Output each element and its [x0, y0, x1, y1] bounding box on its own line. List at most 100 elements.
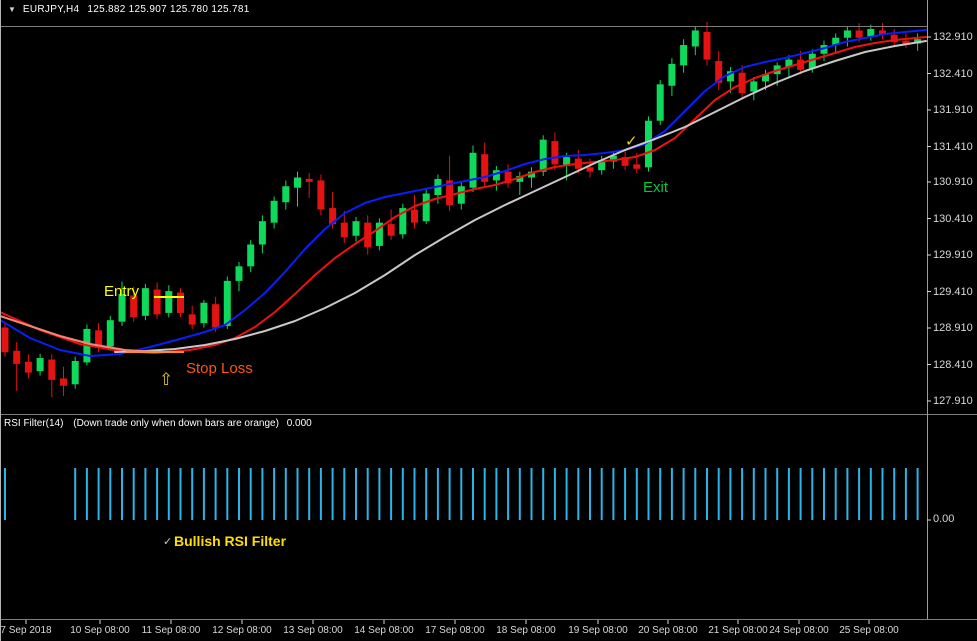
bull-candle-body — [750, 81, 758, 92]
time-axis-label: 11 Sep 08:00 — [141, 625, 201, 636]
bear-candle-body — [715, 61, 723, 83]
price-axis-label: 127.910 — [933, 395, 973, 407]
bull-candle-body — [820, 45, 828, 54]
bull-candle-body — [457, 186, 465, 204]
bear-candle-body — [633, 164, 641, 169]
bear-candle-body — [48, 359, 56, 380]
time-axis-label: 18 Sep 08:00 — [496, 625, 556, 636]
price-axis-label: 131.410 — [933, 140, 973, 153]
time-axis-label: 17 Sep 08:00 — [425, 625, 485, 636]
chart-symbol-timeframe: EURJPY,H4 — [22, 4, 80, 15]
bear-candle-body — [902, 40, 910, 46]
rsi-indicator-note: (Down trade only when down bars are oran… — [73, 418, 279, 429]
bull-candle-body — [516, 176, 524, 182]
bull-candle-body — [422, 193, 430, 222]
bear-candle-body — [60, 378, 67, 386]
bear-candle-body — [177, 292, 184, 313]
price-axis-label: 128.910 — [933, 322, 973, 334]
bull-candle-body — [539, 139, 547, 172]
bear-candle-body — [586, 167, 594, 172]
bear-candle-body — [446, 180, 454, 206]
time-axis-label: 24 Sep 08:00 — [769, 625, 829, 636]
price-axis-label: 132.910 — [933, 31, 973, 43]
bull-candle-body — [680, 45, 688, 66]
bull-candle-body — [375, 222, 383, 246]
bull-candle-body — [609, 155, 617, 162]
time-axis-label: 19 Sep 08:00 — [568, 625, 628, 636]
bear-candle-body — [24, 361, 32, 373]
bull-candle-body — [668, 63, 676, 86]
bull-candle-body — [762, 74, 769, 82]
symbol-dropdown-icon[interactable]: ▼ — [8, 5, 16, 14]
bull-candle-body — [598, 160, 606, 171]
exit-check-icon[interactable]: ✓ — [625, 133, 638, 150]
bull-candle-body — [235, 266, 243, 281]
bull-candle-body — [867, 28, 875, 37]
bear-candle-body — [1, 327, 9, 353]
chart-title-bar: ▼ EURJPY,H4 125.882 125.907 125.780 125.… — [0, 0, 977, 26]
bear-candle-body — [153, 289, 161, 315]
bear-candle-body — [481, 154, 489, 182]
bull-candle-body — [258, 221, 266, 245]
bear-candle-body — [212, 304, 220, 328]
bull-candle-body — [832, 37, 840, 46]
bull-candle-body — [165, 291, 173, 313]
bear-candle-body — [130, 295, 138, 318]
bear-candle-body — [188, 314, 196, 325]
chart-ohlc-values: 125.882 125.907 125.780 125.781 — [87, 4, 250, 15]
bull-candle-body — [200, 302, 208, 324]
bull-candle-body — [36, 358, 44, 372]
rsi-indicator-value: 0.000 — [286, 418, 312, 429]
exit-label[interactable]: Exit — [643, 179, 669, 196]
price-axis-label: 131.910 — [933, 104, 973, 116]
bull-candle-body — [118, 293, 126, 322]
bull-candle-body — [141, 288, 149, 316]
bull-candle-body — [726, 71, 734, 82]
time-axis-label: 12 Sep 08:00 — [212, 625, 272, 636]
fast-ma-blue — [0, 29, 927, 357]
rsi-zero-label: 0.00 — [933, 513, 955, 525]
price-axis-label: 129.910 — [933, 249, 973, 261]
price-axis-label: 128.410 — [933, 358, 973, 371]
bullish-filter-check-icon[interactable]: ✓ — [163, 536, 172, 548]
bullish-filter-label[interactable]: Bullish RSI Filter — [174, 533, 287, 549]
bull-candle-body — [71, 360, 79, 385]
trend-ma-silver — [114, 40, 927, 353]
bear-candle-body — [621, 157, 629, 166]
bear-candle-body — [890, 34, 898, 43]
bull-candle-body — [528, 171, 535, 178]
time-axis-label: 25 Sep 08:00 — [839, 625, 899, 636]
bear-candle-body — [504, 171, 512, 184]
bull-candle-body — [785, 59, 793, 67]
bull-candle-body — [843, 30, 851, 38]
bull-candle-body — [352, 221, 360, 236]
bear-candle-body — [703, 31, 711, 60]
bull-candle-body — [282, 186, 290, 203]
bear-candle-body — [317, 180, 325, 210]
bull-candle-body — [469, 152, 477, 188]
price-axis-label: 130.910 — [933, 176, 973, 188]
bull-candle-body — [691, 30, 699, 47]
time-axis-label: 14 Sep 08:00 — [354, 625, 414, 636]
bull-candle-body — [645, 120, 652, 168]
left-ma-salmon — [0, 315, 157, 353]
bull-candle-body — [106, 320, 114, 347]
stop-loss-label[interactable]: Stop Loss — [186, 360, 253, 377]
bear-candle-body — [387, 224, 395, 236]
rsi-indicator-name: RSI Filter(14) — [4, 418, 64, 429]
bull-candle-body — [808, 53, 816, 69]
time-axis-label: 20 Sep 08:00 — [638, 625, 698, 636]
bull-candle-body — [270, 200, 278, 223]
entry-label[interactable]: Entry — [104, 283, 140, 300]
time-axis-label: 10 Sep 08:00 — [70, 625, 130, 636]
bull-candle-body — [247, 244, 255, 267]
bear-candle-body — [95, 330, 103, 348]
bear-candle-body — [411, 209, 418, 223]
up-arrow-icon[interactable]: ⇧ — [159, 370, 173, 389]
bear-candle-body — [329, 208, 337, 225]
bear-candle-body — [551, 141, 559, 165]
bear-candle-body — [879, 30, 886, 35]
bull-candle-body — [294, 177, 301, 188]
